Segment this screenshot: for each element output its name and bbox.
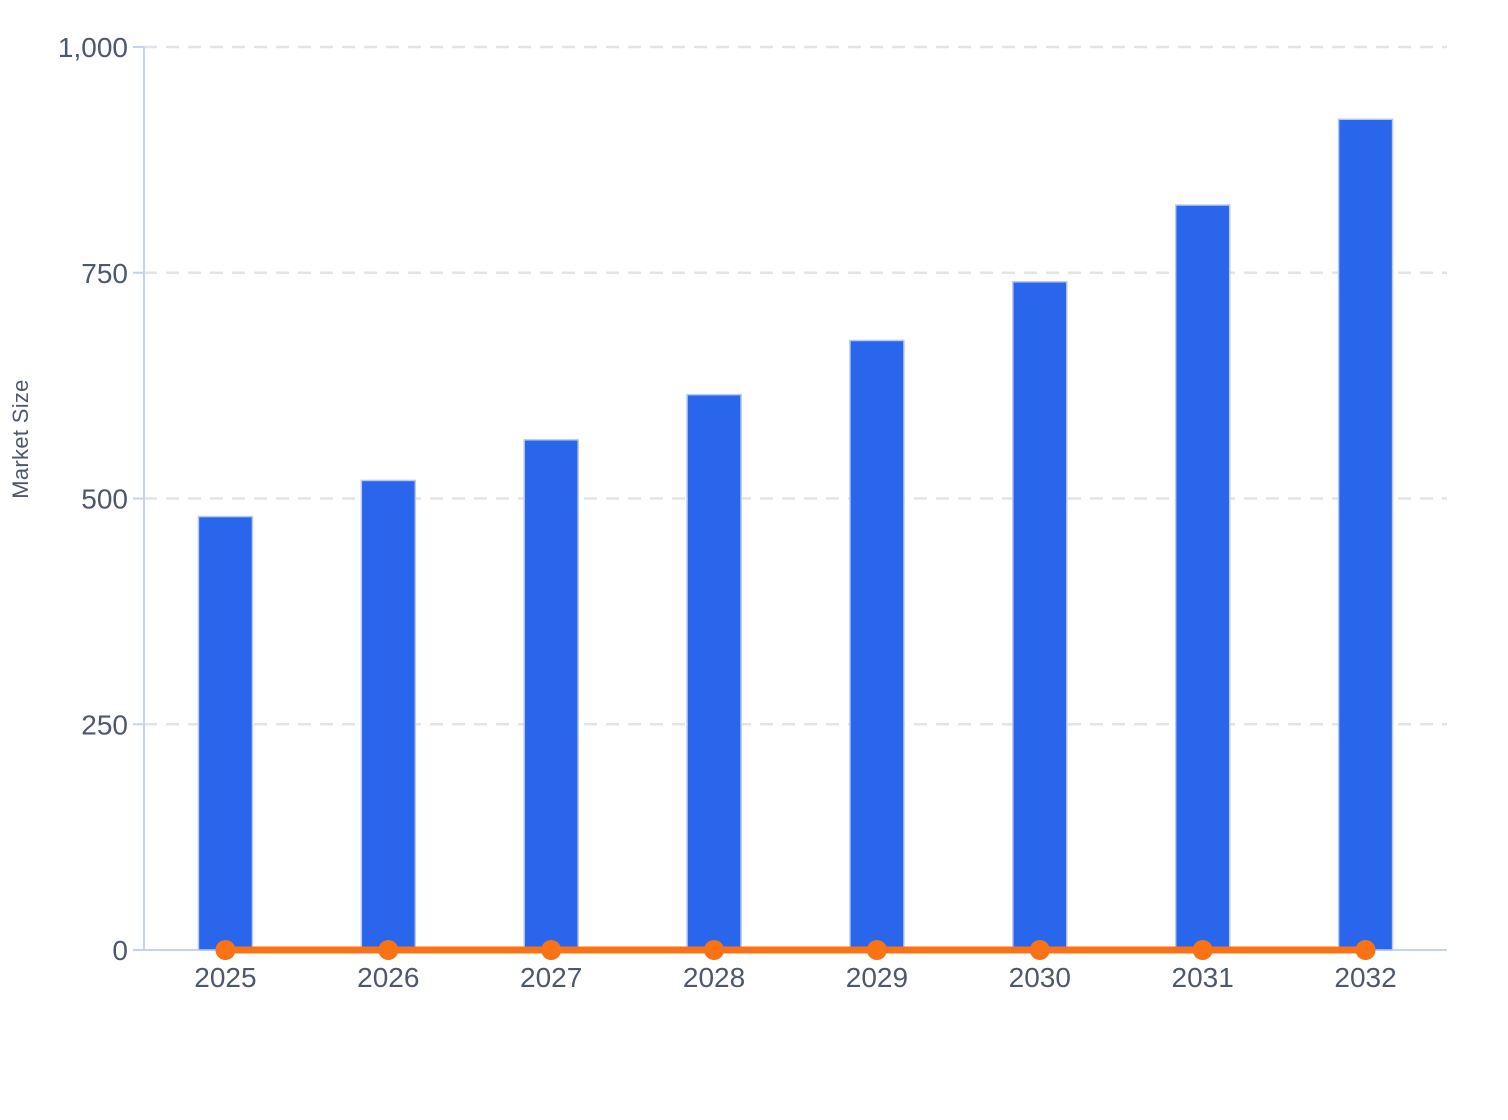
bar-2025[interactable] [197,515,254,951]
bar-2026[interactable] [360,479,417,951]
line-point-2030[interactable] [1029,940,1050,960]
bar-2029[interactable] [849,339,905,951]
y-tick-label-500: 500 [81,484,128,515]
y-tick-label-750: 750 [81,258,128,289]
y-tick-label-0: 0 [112,935,128,966]
bar-2032[interactable] [1337,118,1394,951]
y-axis-title: Market Size [8,379,33,499]
x-tick-label-2028: 2028 [683,962,745,993]
bar-2027[interactable] [523,439,579,951]
line-point-2032[interactable] [1355,940,1376,960]
line-point-2031[interactable] [1192,940,1213,960]
x-tick-label-2027: 2027 [520,962,582,993]
x-tick-label-2032: 2032 [1334,962,1396,993]
line-point-2027[interactable] [541,940,562,960]
bar-2028[interactable] [686,393,742,951]
x-tick-label-2025: 2025 [194,962,256,993]
line-point-2026[interactable] [378,940,399,960]
y-tick-label-1000: 1,000 [58,32,128,63]
bar-2030[interactable] [1012,281,1068,951]
line-point-2028[interactable] [704,940,725,960]
bar-2031[interactable] [1174,204,1231,951]
y-tick-label-250: 250 [81,709,128,740]
x-tick-label-2029: 2029 [846,962,908,993]
line-point-2025[interactable] [215,940,236,960]
x-tick-label-2026: 2026 [357,962,419,993]
x-tick-label-2031: 2031 [1172,962,1234,993]
line-point-2029[interactable] [866,940,887,960]
x-tick-label-2030: 2030 [1009,962,1071,993]
